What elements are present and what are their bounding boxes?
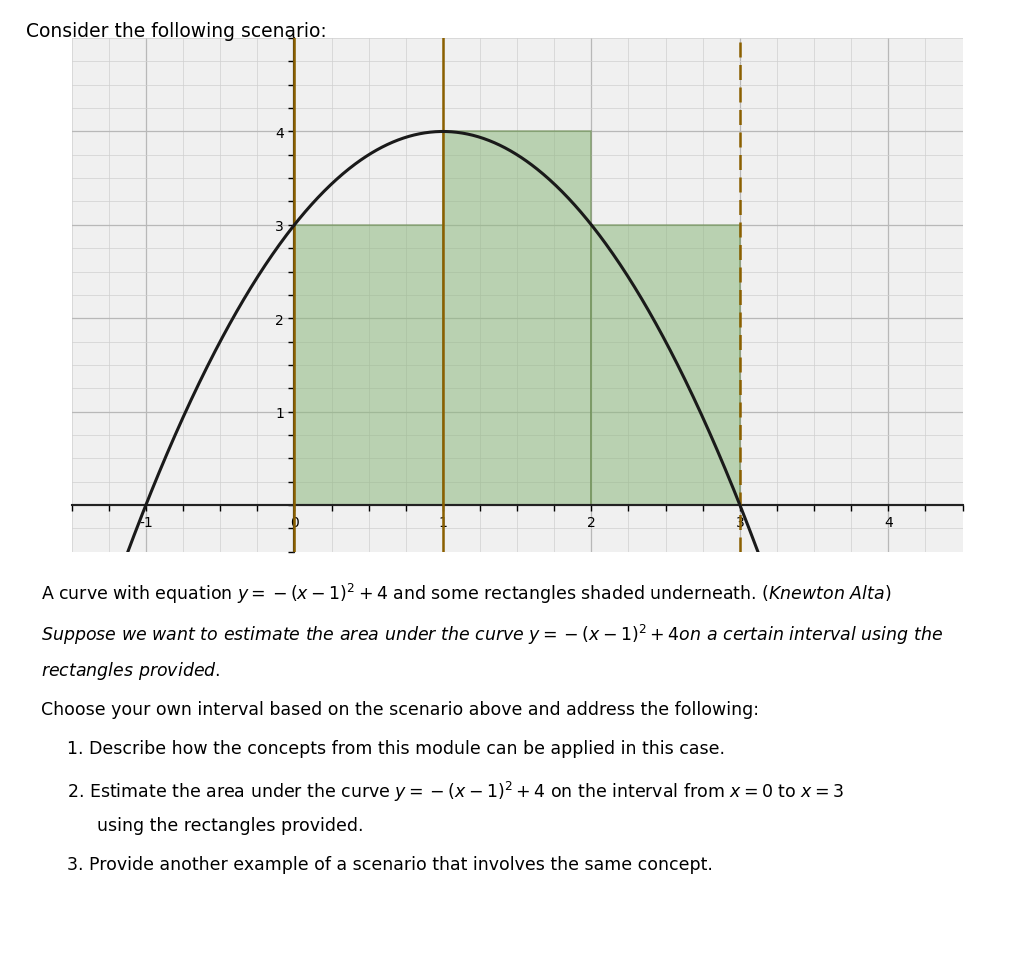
Text: Consider the following scenario:: Consider the following scenario: [26,21,327,40]
Text: 1. Describe how the concepts from this module can be applied in this case.: 1. Describe how the concepts from this m… [67,740,725,757]
Bar [591,226,739,505]
Text: $\it{rectangles\ provided.}$: $\it{rectangles\ provided.}$ [41,659,220,681]
Text: A curve with equation $y = -(x-1)^2 + 4$ and some rectangles shaded underneath. : A curve with equation $y = -(x-1)^2 + 4$… [41,581,891,606]
Bar [442,132,591,505]
Text: 3. Provide another example of a scenario that involves the same concept.: 3. Provide another example of a scenario… [67,855,713,872]
Text: 2. Estimate the area under the curve $y = -(x-1)^2 + 4$ on the interval from $x : 2. Estimate the area under the curve $y … [67,779,844,803]
Text: $\it{Suppose\ we\ want\ to\ estimate\ the\ area\ under\ the\ curve}$ $y = -(x-1): $\it{Suppose\ we\ want\ to\ estimate\ th… [41,622,943,647]
Bar [295,226,442,505]
Text: using the rectangles provided.: using the rectangles provided. [97,816,364,833]
Text: Choose your own interval based on the scenario above and address the following:: Choose your own interval based on the sc… [41,701,759,718]
